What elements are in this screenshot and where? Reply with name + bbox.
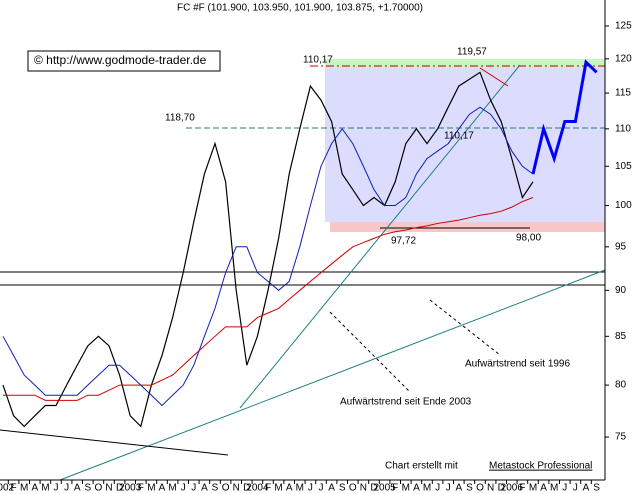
x-tick-label: N [233, 483, 240, 494]
x-tick-label: 2006 [501, 483, 524, 494]
trendline-1996 [59, 269, 606, 481]
x-tick-label: A [540, 483, 547, 494]
x-tick-label: D [243, 483, 250, 494]
trendline [479, 67, 509, 87]
x-tick-label: O [476, 483, 484, 494]
level-label: 110,17 [444, 131, 474, 142]
level-label: 97,72 [391, 236, 416, 247]
y-tick-label: 80 [615, 380, 627, 391]
x-tick-label: J [64, 483, 69, 494]
x-tick-label: O [349, 483, 357, 494]
x-tick-label: S [466, 483, 473, 494]
x-tick-label: M [168, 483, 176, 494]
x-tick-label: S [212, 483, 219, 494]
y-tick-label: 90 [615, 285, 627, 296]
x-tick-label: J [319, 483, 324, 494]
trendline [0, 429, 229, 456]
support-zone [330, 222, 605, 232]
resistance-zone [325, 59, 605, 67]
y-tick-label: 100 [615, 200, 632, 211]
x-tick-label: J [191, 483, 196, 494]
x-tick-label: A [74, 483, 81, 494]
y-tick-label: 110 [615, 123, 631, 134]
y-tick-label: 75 [615, 432, 627, 443]
x-tick-label: S [593, 483, 600, 494]
x-tick-label: M [41, 483, 49, 494]
x-tick-label: A [583, 483, 590, 494]
x-tick-label: D [116, 483, 123, 494]
x-tick-label: M [423, 483, 431, 494]
x-tick-label: A [159, 483, 166, 494]
x-tick-label: F [11, 483, 17, 494]
x-tick-label: J [54, 483, 59, 494]
x-tick-label: S [339, 483, 346, 494]
x-tick-label: F [519, 483, 525, 494]
x-tick-label: M [529, 483, 537, 494]
level-label: 119,57 [457, 47, 487, 58]
x-tick-label: J [181, 483, 186, 494]
x-tick-label: F [138, 483, 144, 494]
level-label: 110,17 [303, 55, 333, 66]
y-tick-label: 85 [615, 331, 627, 342]
annotation: Aufwärtstrend seit 1996 [465, 359, 570, 370]
x-tick-label: O [95, 483, 103, 494]
x-tick-label: 2002 [0, 483, 15, 494]
x-tick-label: M [274, 483, 282, 494]
x-tick-label: M [147, 483, 155, 494]
watermark-box [27, 50, 221, 72]
x-tick-label: N [487, 483, 494, 494]
x-tick-label: A [31, 483, 38, 494]
x-tick-label: A [201, 483, 208, 494]
credit: Chart erstellt mit [385, 461, 458, 472]
x-tick-label: M [550, 483, 558, 494]
x-tick-label: N [360, 483, 367, 494]
x-tick-label: F [265, 483, 271, 494]
credit-link[interactable]: Metastock Professional [489, 461, 592, 472]
chart-title: FC #F (101.900, 103.950, 101.900, 103.87… [177, 3, 423, 14]
x-tick-label: J [435, 483, 440, 494]
x-tick-label: 2003 [119, 483, 142, 494]
watermark: © http://www.godmode-trader.de [34, 53, 207, 67]
x-tick-label: A [286, 483, 293, 494]
x-tick-label: M [296, 483, 304, 494]
x-tick-label: 2005 [373, 483, 396, 494]
x-tick-label: A [413, 483, 420, 494]
x-tick-label: F [392, 483, 398, 494]
series-line [3, 197, 534, 401]
x-tick-label: N [105, 483, 112, 494]
x-tick-label: J [562, 483, 567, 494]
x-tick-label: A [455, 483, 462, 494]
x-tick-label: J [308, 483, 313, 494]
x-tick-label: A [328, 483, 335, 494]
x-tick-label: O [222, 483, 230, 494]
x-tick-label: S [84, 483, 91, 494]
series-line [2, 71, 534, 428]
x-tick-label: J [573, 483, 578, 494]
y-tick-label: 125 [615, 21, 632, 32]
annotation: Aufwärtstrend seit Ende 2003 [340, 397, 472, 408]
range-zone [325, 66, 605, 222]
x-tick-label: M [402, 483, 410, 494]
x-tick-label: D [498, 483, 505, 494]
series-line [531, 59, 598, 175]
pointer [329, 311, 411, 393]
x-tick-label: J [446, 483, 451, 494]
x-tick-label: D [370, 483, 377, 494]
x-tick-label: M [20, 483, 28, 494]
y-tick-label: 120 [615, 53, 632, 64]
x-tick-label: 2004 [246, 483, 269, 494]
pointer [429, 299, 501, 356]
series-line [2, 106, 534, 407]
y-tick-label: 95 [615, 241, 627, 252]
level-label: 118,70 [165, 113, 195, 124]
y-tick-label: 115 [615, 88, 631, 99]
level-label: 98,00 [516, 233, 541, 244]
y-tick-label: 105 [615, 161, 632, 172]
